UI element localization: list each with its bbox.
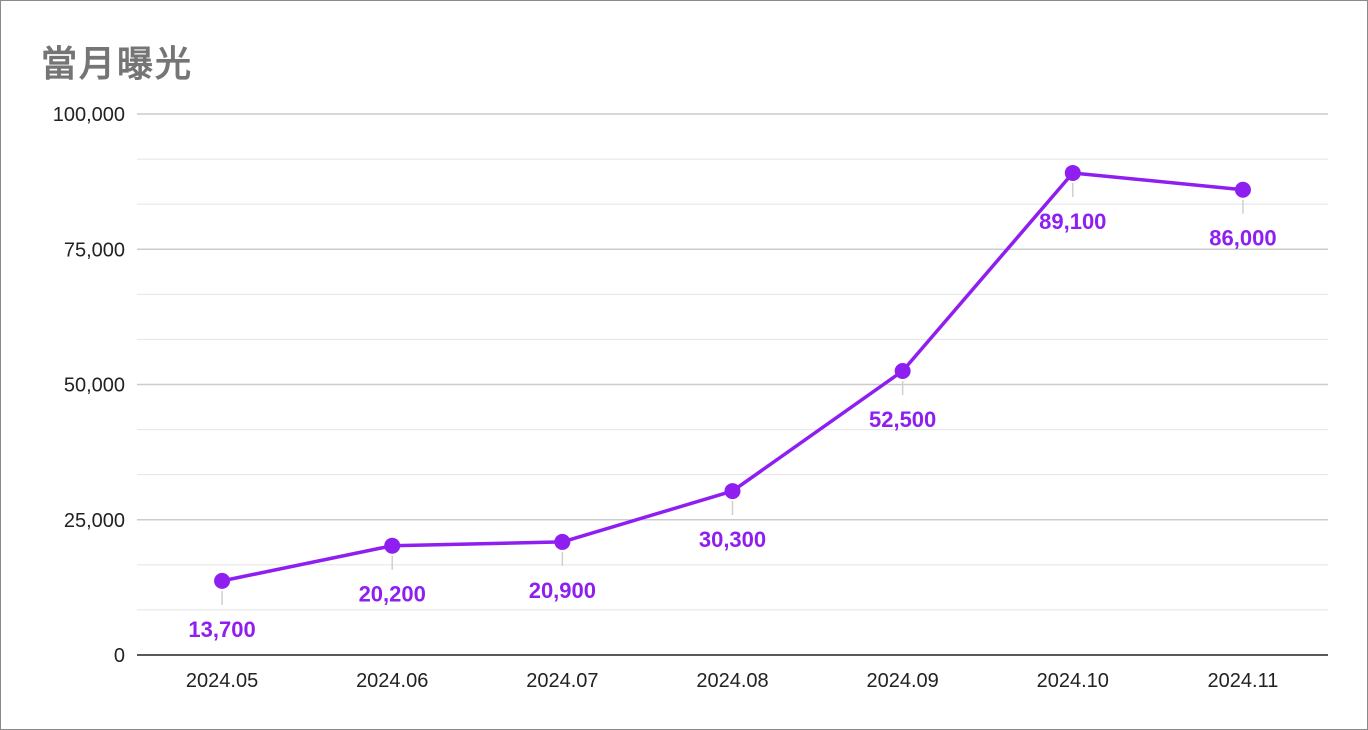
data-point: [384, 537, 401, 554]
y-tick-label: 75,000: [64, 239, 125, 261]
x-tick-label: 2024.10: [1037, 670, 1109, 692]
y-tick-label: 0: [114, 645, 125, 667]
y-tick-label: 100,000: [53, 104, 125, 126]
data-point: [214, 572, 231, 589]
data-labels: 13,700 20,200 20,900 30,300 52,500 89,100 86,0…: [188, 209, 1276, 642]
gridlines: [137, 113, 1328, 656]
data-label: 52,500: [869, 407, 936, 432]
series: [214, 164, 1251, 589]
data-label: 20,900: [529, 578, 596, 603]
x-tick-label: 2024.08: [696, 670, 768, 692]
data-label: 86,000: [1209, 226, 1276, 251]
x-tick-label: 2024.09: [866, 670, 938, 692]
data-point: [894, 362, 911, 379]
data-label: 13,700: [188, 617, 255, 642]
data-label: 20,200: [359, 582, 426, 607]
data-label: 30,300: [699, 527, 766, 552]
chart-title: 當月曝光: [41, 44, 194, 85]
x-tick-label: 2024.11: [1208, 670, 1279, 692]
y-tick-label: 50,000: [64, 375, 125, 397]
x-tick-label: 2024.05: [186, 670, 258, 692]
data-point: [554, 533, 571, 550]
data-point: [724, 483, 741, 500]
y-tick-label: 25,000: [64, 510, 125, 532]
x-tick-label: 2024.06: [356, 670, 428, 692]
y-axis-ticks: 0 25,000 50,000 75,000 100,000: [53, 104, 125, 667]
x-axis-ticks: 2024.05 2024.06 2024.07 2024.08 2024.09 2024.…: [186, 670, 1278, 692]
label-leaders: [221, 182, 1244, 605]
data-point: [1064, 164, 1081, 181]
x-tick-label: 2024.07: [526, 670, 598, 692]
data-point: [1234, 181, 1251, 198]
data-label: 89,100: [1039, 209, 1106, 234]
